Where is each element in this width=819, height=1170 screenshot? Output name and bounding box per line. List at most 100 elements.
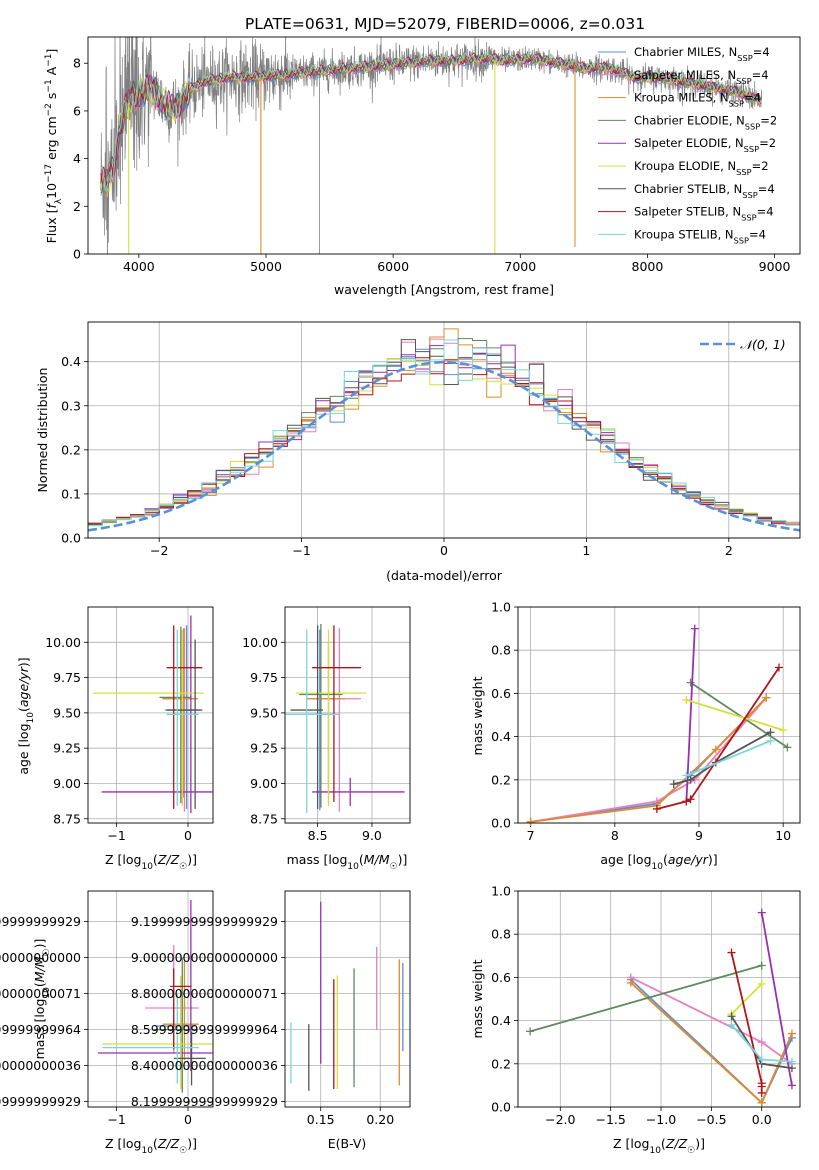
age-vs-mass-ytick-label: 9.25 xyxy=(250,741,278,756)
mass-vs-z-xtick-label: −1 xyxy=(107,1112,125,1127)
legend-label: Salpeter STELIB, NSSP=4 xyxy=(634,205,774,223)
age-vs-z-ytick-label: 9.75 xyxy=(53,670,81,685)
mass-vs-ebv-axes: 0.15 0.20 8.19999999999999929 8.40000000000… xyxy=(131,891,410,1127)
weight-vs-age-marker xyxy=(526,817,535,826)
legend-label: Chabrier STELIB, NSSP=4 xyxy=(634,182,775,200)
weight-vs-age-ytick-label: 1.0 xyxy=(491,600,511,615)
mass-vs-z-ylabel: mass [log10(M/M☉)] xyxy=(32,939,52,1060)
mass-vs-ebv-frame xyxy=(284,890,411,1108)
age-vs-z-ytick-label: 9.00 xyxy=(53,776,81,791)
residual-ytick-label: 0.4 xyxy=(61,354,81,369)
mass-vs-z-axes: −1 0 8.19999999999999929 8.4000000000000003… xyxy=(0,891,213,1127)
age-vs-z-axes: −1 0 8.75 9.00 9.25 9.50 9.75 10.00 xyxy=(45,607,213,843)
weight-vs-z-marker xyxy=(727,948,736,957)
age-vs-z-ytick-label: 8.75 xyxy=(53,811,81,826)
weight-vs-z-marker xyxy=(787,1057,796,1066)
weight-vs-age-ytick-label: 0.0 xyxy=(491,816,511,831)
weight-vs-age-line-kroupa_elodie xyxy=(686,699,784,731)
residual-legend-label: 𝒩(0, 1) xyxy=(740,337,786,352)
legend-label: Kroupa ELODIE, NSSP=2 xyxy=(634,159,769,177)
weight-vs-age-marker xyxy=(690,624,699,633)
weight-vs-z-xtick-label: −1.0 xyxy=(646,1112,676,1127)
weight-vs-z-ytick-label: 1.0 xyxy=(491,884,511,899)
weight-vs-z-xtick-label: 0.0 xyxy=(752,1112,772,1127)
spectrum-model-chabrier_stelib xyxy=(100,52,762,194)
spectrum-axes: 4000 5000 6000 7000 8000 9000 0 2 4 6 8 xyxy=(73,56,790,274)
weight-vs-z-series xyxy=(526,908,796,1107)
weight-vs-age-ytick-label: 0.2 xyxy=(491,772,511,787)
weight-vs-z-marker xyxy=(757,1088,766,1097)
weight-vs-age-line-chabrier_elodie xyxy=(690,681,788,749)
spectrum-ytick-label: 0 xyxy=(73,247,81,262)
residual-hist-salpeter_stelib xyxy=(88,357,800,526)
residual-hist-kroupa_stelib xyxy=(88,339,800,527)
spectrum-model-kroupa_stelib xyxy=(100,51,762,193)
weight-vs-z-line-kroupa_elodie xyxy=(730,983,763,1015)
weight-vs-z-ytick-label: 0.2 xyxy=(491,1056,511,1071)
mass-vs-z-ytick-label: 8.40000000000000036 xyxy=(0,1058,81,1073)
legend-label: Salpeter MILES, NSSP=4 xyxy=(634,68,769,86)
weight-vs-age-marker xyxy=(711,745,720,754)
mass-vs-z-frame xyxy=(87,890,214,1108)
weight-vs-z-marker xyxy=(526,1027,535,1036)
weight-vs-age-ytick-label: 0.4 xyxy=(491,729,511,744)
weight-vs-age-marker xyxy=(686,795,695,804)
spectrum-ytick-label: 2 xyxy=(73,199,81,214)
weight-vs-z-frame xyxy=(517,890,801,1108)
spectrum-xtick-label: 7000 xyxy=(504,259,536,274)
mass-vs-z-xtick-label: 0 xyxy=(184,1112,192,1127)
weight-vs-age-marker xyxy=(766,736,775,745)
weight-vs-age-xtick-label: 8 xyxy=(611,828,619,843)
residual-xtick-label: 2 xyxy=(725,543,733,558)
weight-vs-z-marker xyxy=(757,1055,766,1064)
mass-vs-ebv-ytick-label: 9.00000000000000000 xyxy=(131,950,278,965)
weight-vs-z-marker xyxy=(787,1081,796,1090)
weight-vs-z-marker xyxy=(626,978,635,987)
weight-vs-age-marker xyxy=(783,743,792,752)
spectrum-frame xyxy=(87,36,801,255)
age-vs-mass-xlabel: mass [log10(M/M☉)] xyxy=(287,852,408,872)
weight-vs-z-ytick-label: 0.8 xyxy=(491,927,511,942)
legend-label: Chabrier ELODIE, NSSP=2 xyxy=(634,113,777,131)
residual-axes: −2 −1 0 1 2 0.0 0.1 0.2 0.3 0.4 xyxy=(61,322,800,558)
weight-vs-age-marker xyxy=(686,678,695,687)
weight-vs-z-xtick-label: −2.0 xyxy=(545,1112,575,1127)
weight-vs-age-xlabel: age [log10(age/yr)] xyxy=(600,852,717,872)
age-vs-mass-ytick-label: 10.00 xyxy=(242,635,278,650)
mass-vs-z-ytick-label: 8.59999999999999964 xyxy=(0,1022,81,1037)
residual-xtick-label: −2 xyxy=(150,543,168,558)
residual-hist-kroupa_miles xyxy=(88,328,800,525)
weight-vs-age-marker xyxy=(682,771,691,780)
mass-vs-z-ytick-label: 9.00000000000000000 xyxy=(0,950,81,965)
age-vs-mass-xtick-label: 8.5 xyxy=(308,828,328,843)
age-vs-mass-frame xyxy=(284,606,411,824)
age-vs-mass-ytick-label: 8.75 xyxy=(250,811,278,826)
spectrum-legend: Chabrier MILES, NSSP=4 Salpeter MILES, NS… xyxy=(598,45,777,245)
weight-vs-age-marker xyxy=(669,780,678,789)
weight-vs-age-marker xyxy=(686,775,695,784)
weight-vs-z-axes: −2.0 −1.5 −1.0 −0.5 0.0 0.0 0.2 0.4 0.6 0.8 1.0 xyxy=(491,884,800,1127)
mass-vs-ebv-xlabel: E(B-V) xyxy=(328,1136,367,1151)
weight-vs-age-marker xyxy=(766,728,775,737)
weight-vs-z-xlabel: Z [log10(Z/Z☉)] xyxy=(613,1136,705,1156)
weight-vs-z-line-salpeter_elodie xyxy=(760,912,793,1086)
age-vs-z-xlabel: Z [log10(Z/Z☉)] xyxy=(105,852,197,872)
weight-vs-z-xtick-label: −0.5 xyxy=(696,1112,726,1127)
residual-frame xyxy=(87,321,801,539)
weight-vs-age-ytick-label: 0.8 xyxy=(491,643,511,658)
weight-vs-z-marker xyxy=(727,1020,736,1029)
mass-vs-ebv-xtick-label: 0.15 xyxy=(307,1112,335,1127)
weight-vs-z-ytick-label: 0.4 xyxy=(491,1013,511,1028)
spectrum-ylabel: Flux [fλ10−17 erg cm−2 s−1 A−1] xyxy=(44,49,64,244)
age-vs-mass-axes: 8.5 9.0 8.75 9.00 9.25 9.50 9.75 10.00 xyxy=(242,607,410,843)
mass-vs-ebv-ytick-label: 8.59999999999999964 xyxy=(131,1022,278,1037)
age-vs-z-ytick-label: 9.25 xyxy=(53,741,81,756)
mass-vs-ebv-ytick-label: 8.19999999999999929 xyxy=(131,1094,278,1109)
mass-vs-ebv-ytick-label: 8.80000000000000071 xyxy=(131,986,278,1001)
weight-vs-age-xtick-label: 9 xyxy=(695,828,703,843)
figure-title: PLATE=0631, MJD=52079, FIBERID=0006, z=0… xyxy=(245,15,645,33)
age-vs-z-frame xyxy=(87,606,214,824)
weight-vs-z-marker xyxy=(757,979,766,988)
